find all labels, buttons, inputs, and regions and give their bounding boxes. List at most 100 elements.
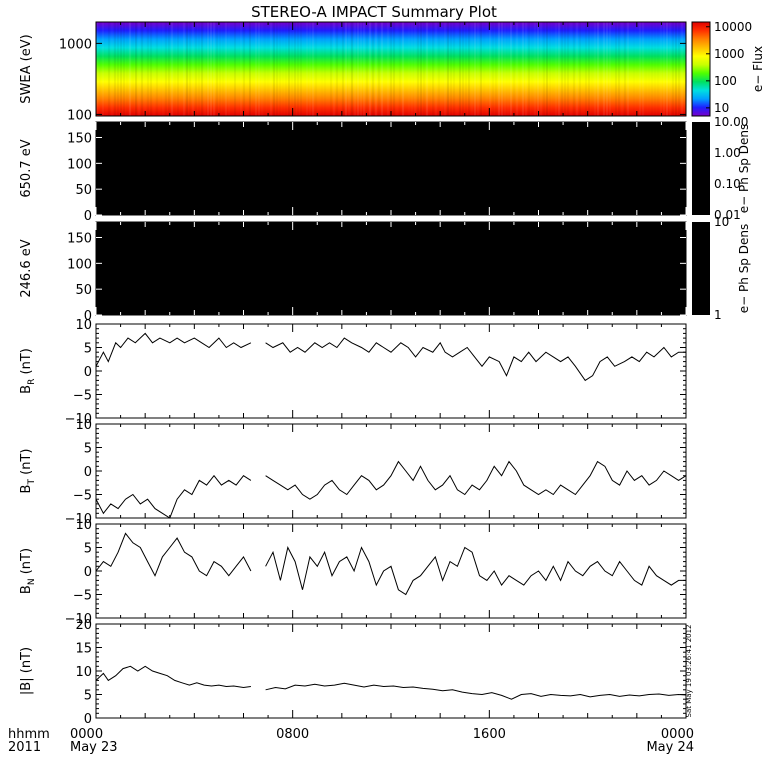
spectrogram-texture bbox=[333, 22, 335, 116]
panel-frame bbox=[95, 523, 687, 619]
spectrogram-texture bbox=[495, 22, 497, 116]
pad-spectrogram bbox=[96, 222, 686, 315]
colorbar-label: e− Ph Sp Dens bbox=[737, 124, 751, 213]
y-tick-label: 10 bbox=[75, 418, 92, 433]
colorbar-tick-label: 10 bbox=[714, 215, 729, 229]
spectrogram-texture bbox=[453, 22, 455, 116]
spectrogram-texture bbox=[204, 22, 206, 116]
spectrogram-texture bbox=[522, 22, 524, 116]
spectrogram-texture bbox=[501, 22, 503, 116]
spectrogram-texture bbox=[438, 22, 440, 116]
spectrogram-texture bbox=[117, 22, 119, 116]
spectrogram-texture bbox=[327, 22, 329, 116]
spectrogram-texture bbox=[660, 22, 662, 116]
spectrogram-texture bbox=[273, 22, 275, 116]
plot-title: STEREO-A IMPACT Summary Plot bbox=[251, 3, 497, 21]
colorbar-tick-label: 1.00 bbox=[714, 146, 741, 160]
spectrogram-texture bbox=[504, 22, 506, 116]
spectrogram-texture bbox=[432, 22, 434, 116]
spectrogram-texture bbox=[246, 22, 248, 116]
spectrogram-texture bbox=[378, 22, 380, 116]
spectrogram-texture bbox=[402, 22, 404, 116]
spectrogram-texture bbox=[120, 22, 122, 116]
spectrogram-texture bbox=[321, 22, 323, 116]
spectrogram-texture bbox=[552, 22, 554, 116]
spectrogram-texture bbox=[666, 22, 668, 116]
y-axis-label-unit: (nT) bbox=[19, 647, 34, 677]
spectrogram-texture bbox=[309, 22, 311, 116]
spectrogram-texture bbox=[111, 22, 113, 116]
spectrogram-texture bbox=[264, 22, 266, 116]
spectrogram-texture bbox=[498, 22, 500, 116]
spectrogram-texture bbox=[408, 22, 410, 116]
spectrogram-texture bbox=[456, 22, 458, 116]
spectrogram-texture bbox=[288, 22, 290, 116]
swea-colorbar bbox=[691, 21, 711, 117]
colorbar-label: e− Ph Sp Dens bbox=[737, 224, 751, 313]
spectrogram-texture bbox=[216, 22, 218, 116]
spectrogram-texture bbox=[135, 22, 137, 116]
spectrogram-texture bbox=[339, 22, 341, 116]
spectrogram-texture bbox=[633, 22, 635, 116]
spectrogram-texture bbox=[219, 22, 221, 116]
y-tick-label: 50 bbox=[75, 183, 92, 198]
y-axis-label-main: |B| bbox=[19, 677, 34, 695]
y-tick-label: 10 bbox=[75, 518, 92, 533]
spectrogram-texture bbox=[360, 22, 362, 116]
spectrogram-texture bbox=[669, 22, 671, 116]
spectrogram-texture bbox=[366, 22, 368, 116]
pad-colorbar bbox=[692, 222, 710, 315]
y-tick-label: 100 bbox=[67, 108, 92, 123]
spectrogram-texture bbox=[291, 22, 293, 116]
spectrogram-texture bbox=[147, 22, 149, 116]
colorbar-tick-label: 0.01 bbox=[714, 208, 741, 222]
spectrogram-texture bbox=[132, 22, 134, 116]
spectrogram-texture bbox=[618, 22, 620, 116]
y-tick-label: −10 bbox=[65, 412, 92, 427]
spectrogram-texture bbox=[375, 22, 377, 116]
spectrogram-texture bbox=[261, 22, 263, 116]
spectrogram-texture bbox=[168, 22, 170, 116]
y-axis-label-sub: T bbox=[27, 479, 37, 486]
time-axis-row1-label: hhmm bbox=[8, 727, 50, 742]
spectrogram-texture bbox=[474, 22, 476, 116]
spectrogram-texture bbox=[141, 22, 143, 116]
y-tick-label: 5 bbox=[84, 442, 92, 457]
spectrogram-texture bbox=[330, 22, 332, 116]
spectrogram-texture bbox=[105, 22, 107, 116]
spectrogram-texture bbox=[654, 22, 656, 116]
y-axis-label: BR (nT) bbox=[19, 348, 37, 394]
spectrogram-texture bbox=[276, 22, 278, 116]
spectrogram-texture bbox=[102, 22, 104, 116]
y-axis-label-main: B bbox=[19, 485, 34, 494]
timestamp-stamp: Sat May 19 03:26:41 2012 bbox=[685, 624, 693, 717]
spectrogram-texture bbox=[126, 22, 128, 116]
spectrogram-texture bbox=[483, 22, 485, 116]
y-axis-label-unit: (nT) bbox=[19, 449, 34, 479]
y-tick-label: 20 bbox=[75, 618, 92, 633]
colorbar-tick-label: 1 bbox=[714, 308, 722, 322]
spectrogram-texture bbox=[546, 22, 548, 116]
y-tick-label: 0 bbox=[84, 365, 92, 380]
spectrogram-texture bbox=[681, 22, 683, 116]
spectrogram-texture bbox=[312, 22, 314, 116]
y-tick-label: −10 bbox=[65, 512, 92, 527]
y-tick-label: 5 bbox=[84, 342, 92, 357]
panel-pad650: 10.00 1.00 0.10 0.01e− Ph Sp Dens 0 50 100 150 6… bbox=[19, 115, 751, 224]
spectrogram-texture bbox=[213, 22, 215, 116]
spectrogram-texture bbox=[570, 22, 572, 116]
spectrogram-texture bbox=[198, 22, 200, 116]
y-tick-label: 15 bbox=[75, 642, 92, 657]
spectrogram-texture bbox=[345, 22, 347, 116]
time-tick-label: 0000 bbox=[661, 727, 694, 742]
spectrogram-texture bbox=[393, 22, 395, 116]
panel-bn: −10 −5 0 5 10 BN (nT) bbox=[19, 518, 687, 627]
y-axis-label-sub: N bbox=[27, 578, 37, 585]
panel-pad246: 10 1 e− Ph Sp Dens 0 50 100 150 246.6 eV bbox=[19, 215, 751, 324]
spectrogram-texture bbox=[252, 22, 254, 116]
spectrogram-texture bbox=[441, 22, 443, 116]
spectrogram-texture bbox=[675, 22, 677, 116]
y-tick-label: 0 bbox=[84, 309, 92, 324]
spectrogram-texture bbox=[642, 22, 644, 116]
